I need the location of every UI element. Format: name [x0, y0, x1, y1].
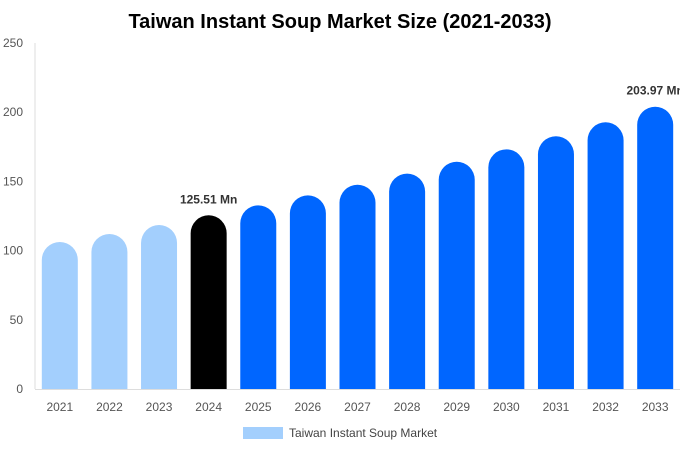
bar-2030[interactable] [488, 149, 525, 389]
x-tick-label: 2023 [146, 400, 173, 414]
x-tick-label: 2030 [493, 400, 520, 414]
x-tick-label: 2033 [642, 400, 669, 414]
bar-2021[interactable] [41, 242, 78, 389]
legend-label: Taiwan Instant Soup Market [289, 426, 438, 440]
y-tick-label: 100 [3, 244, 23, 258]
bar-2027[interactable] [339, 184, 376, 389]
x-tick-label: 2032 [592, 400, 619, 414]
x-tick-label: 2027 [344, 400, 371, 414]
bar-2028[interactable] [389, 173, 426, 389]
data-label: 125.51 Mn [180, 192, 237, 206]
x-tick-label: 2021 [46, 400, 73, 414]
x-tick-label: 2024 [195, 400, 222, 414]
bar-2025[interactable] [240, 205, 277, 389]
x-tick-label: 2031 [543, 400, 570, 414]
y-tick-label: 150 [3, 174, 23, 188]
bar-2033[interactable] [637, 106, 674, 390]
bars [41, 106, 674, 390]
bar-2029[interactable] [438, 161, 475, 389]
x-tick-label: 2028 [394, 400, 421, 414]
x-axis: 2021 2022 2023 2024 2025 2026 2027 2028 2029 2030… [46, 400, 668, 414]
x-tick-label: 2022 [96, 400, 123, 414]
chart-title: Taiwan Instant Soup Market Size (2021-20… [128, 11, 551, 33]
legend-swatch [243, 427, 283, 439]
y-tick-label: 250 [3, 36, 23, 50]
bar-2032[interactable] [587, 122, 624, 389]
y-tick-label: 0 [16, 382, 23, 396]
bar-2024[interactable] [190, 215, 227, 389]
y-tick-label: 200 [3, 105, 23, 119]
data-labels: 125.51 Mn 203.97 Mn [180, 84, 680, 207]
data-label: 203.97 Mn [627, 84, 680, 98]
bar-2023[interactable] [141, 225, 178, 389]
y-axis: 0 50 100 150 200 250 [3, 36, 23, 396]
x-tick-label: 2025 [245, 400, 272, 414]
y-tick-label: 50 [10, 313, 24, 327]
legend[interactable]: Taiwan Instant Soup Market [243, 426, 438, 440]
bar-2026[interactable] [289, 195, 326, 389]
x-tick-label: 2029 [443, 400, 470, 414]
bar-2031[interactable] [537, 136, 574, 389]
x-tick-label: 2026 [295, 400, 322, 414]
bar-2022[interactable] [91, 233, 128, 389]
